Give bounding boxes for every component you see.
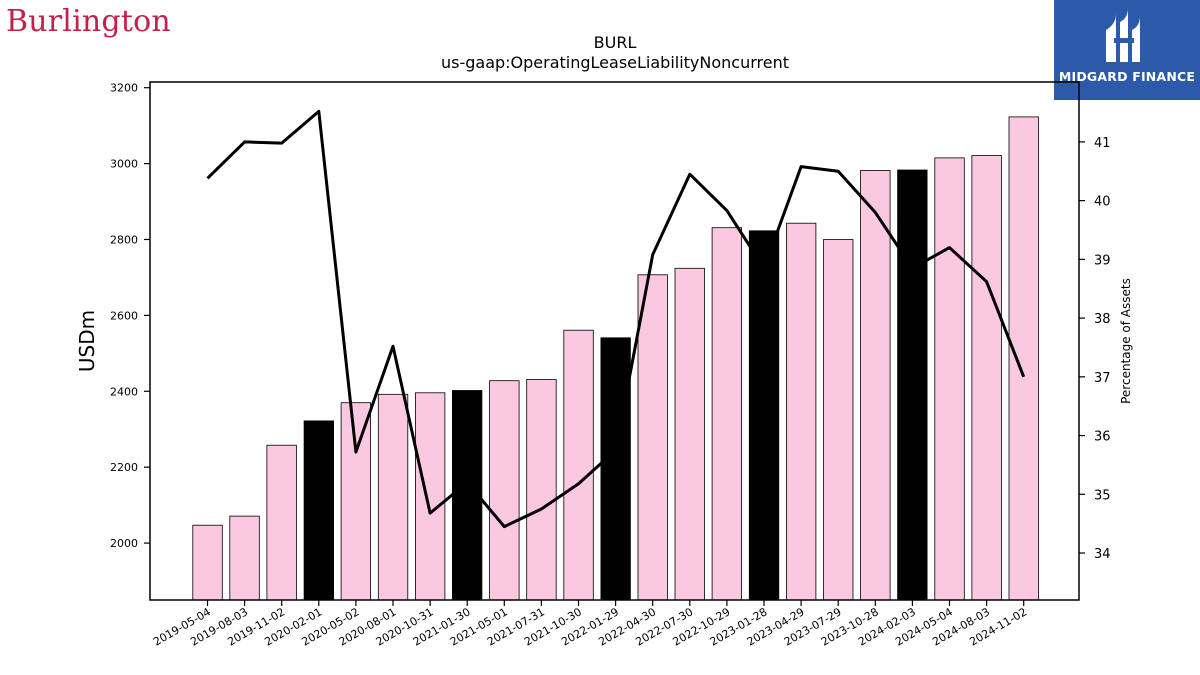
y2-tick-label: 41 xyxy=(1094,136,1111,151)
bar-2019-08-03 xyxy=(229,515,260,601)
bar-2021-05-01 xyxy=(489,380,520,601)
bar-2023-10-28 xyxy=(860,169,891,601)
y2-axis-label: Percentage of Assets xyxy=(1119,278,1133,404)
plot-frame xyxy=(149,81,1080,601)
y-axis-right: 34 35 36 37 38 39 40 41 xyxy=(1079,136,1111,562)
bar-2019-05-04 xyxy=(192,524,223,601)
bar-2022-10-29 xyxy=(711,227,742,601)
bar-2023-04-29 xyxy=(786,222,817,601)
bar-2021-07-31 xyxy=(526,379,557,601)
bar-2022-04-30 xyxy=(637,274,668,601)
y2-tick-label: 36 xyxy=(1094,430,1111,445)
bar-2022-07-30 xyxy=(674,267,705,601)
y-tick-label: 3200 xyxy=(110,82,138,95)
bar-2022-01-29 xyxy=(600,337,631,601)
midgard-logo-icon xyxy=(1106,8,1140,62)
bar-2020-05-02 xyxy=(340,402,372,601)
y2-tick-label: 40 xyxy=(1094,195,1111,210)
y2-tick-label: 37 xyxy=(1094,371,1111,386)
bar-2024-02-03 xyxy=(897,169,928,601)
y-tick-label: 2800 xyxy=(110,233,138,246)
bar-2023-07-29 xyxy=(823,239,854,601)
y-tick-label: 2200 xyxy=(110,461,138,474)
y-tick-label: 2400 xyxy=(110,385,138,398)
bar-2019-11-02 xyxy=(266,444,297,601)
bar-2020-10-31 xyxy=(414,392,446,601)
y-axis-label: USDm xyxy=(75,310,99,372)
bar-2023-01-28 xyxy=(748,230,780,601)
bar-2020-08-01 xyxy=(377,393,409,601)
x-axis: 2019-05-042019-08-032019-11-022020-02-01… xyxy=(151,600,1029,649)
midgard-logo-text: MIDGARD FINANCE xyxy=(1058,69,1196,84)
y2-tick-label: 34 xyxy=(1094,547,1111,562)
bar-2024-08-03 xyxy=(971,155,1002,601)
bar-2024-05-04 xyxy=(934,157,965,601)
percentage-line xyxy=(206,109,1026,529)
y2-tick-label: 39 xyxy=(1094,253,1111,268)
y2-tick-label: 35 xyxy=(1094,488,1111,503)
y-tick-label: 2000 xyxy=(110,537,138,550)
chart-title: BURL xyxy=(594,33,637,52)
bar-2024-11-02 xyxy=(1008,116,1039,601)
bar-2021-10-30 xyxy=(563,329,594,601)
line-series xyxy=(206,109,1026,529)
y-tick-label: 2600 xyxy=(110,309,138,322)
brand-logo: Burlington xyxy=(6,4,171,39)
bar-series xyxy=(192,116,1039,601)
bar-2020-02-01 xyxy=(303,420,335,601)
chart-subtitle: us-gaap:OperatingLeaseLiabilityNoncurren… xyxy=(441,53,789,72)
y-axis-left: 2000 2200 2400 2600 2800 3000 3200 xyxy=(110,82,150,550)
y-tick-label: 3000 xyxy=(110,158,138,171)
y2-tick-label: 38 xyxy=(1094,312,1111,327)
